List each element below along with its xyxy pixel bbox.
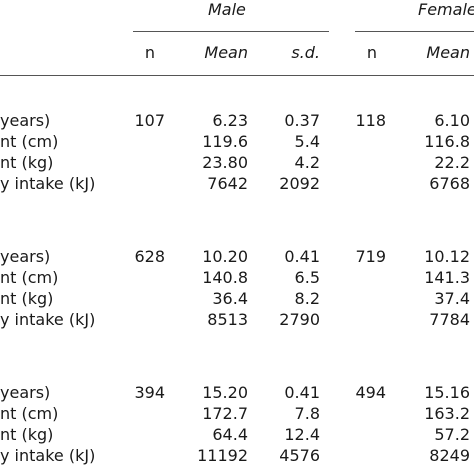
cell-male-sd: 0.41	[284, 247, 320, 266]
cell-female-mean: 37.4	[434, 289, 470, 308]
row-label: nt (cm)	[0, 268, 59, 287]
row-label: years)	[0, 111, 51, 130]
cell-female-mean: 6.10	[434, 111, 470, 130]
cell-female-mean: 7784	[429, 310, 470, 329]
cell-male-mean: 8513	[207, 310, 248, 329]
row-label: nt (kg)	[0, 289, 54, 308]
cell-male-sd: 2790	[279, 310, 320, 329]
cell-female-mean: 116.8	[424, 132, 470, 151]
cell-male-mean: 140.8	[202, 268, 248, 287]
cell-female-mean: 141.3	[424, 268, 470, 287]
male-group-rule	[133, 31, 329, 32]
cell-male-sd: 2092	[279, 174, 320, 193]
group-header-male: Male	[208, 0, 246, 19]
cell-female-mean: 15.16	[424, 383, 470, 402]
col-header-female-n: n	[366, 43, 378, 62]
row-label: y intake (kJ)	[0, 446, 96, 465]
header-bottom-rule	[0, 75, 474, 76]
cell-male-mean: 10.20	[202, 247, 248, 266]
cell-male-mean: 172.7	[202, 404, 248, 423]
col-header-male-sd: s.d.	[291, 43, 320, 62]
cell-male-sd: 5.4	[294, 132, 320, 151]
cell-female-mean: 8249	[429, 446, 470, 465]
cell-female-n: 494	[355, 383, 386, 402]
group-header-female: Female	[418, 0, 474, 19]
row-label: years)	[0, 383, 51, 402]
cell-male-sd: 0.41	[284, 383, 320, 402]
cell-male-sd: 12.4	[284, 425, 320, 444]
cell-male-n: 107	[134, 111, 165, 130]
row-label: nt (kg)	[0, 153, 54, 172]
cell-male-sd: 7.8	[294, 404, 320, 423]
cell-male-mean: 6.23	[212, 111, 248, 130]
row-label: y intake (kJ)	[0, 174, 96, 193]
cell-male-sd: 0.37	[284, 111, 320, 130]
col-header-female-mean: Mean	[426, 43, 470, 62]
cell-male-sd: 6.5	[294, 268, 320, 287]
cell-male-n: 394	[134, 383, 165, 402]
cell-male-mean: 119.6	[202, 132, 248, 151]
row-label: y intake (kJ)	[0, 310, 96, 329]
cell-male-mean: 11192	[197, 446, 248, 465]
cell-female-n: 118	[355, 111, 386, 130]
cell-male-mean: 23.80	[202, 153, 248, 172]
cell-male-mean: 36.4	[212, 289, 248, 308]
cell-female-mean: 6768	[429, 174, 470, 193]
female-group-rule	[355, 31, 474, 32]
row-label: nt (cm)	[0, 404, 59, 423]
cell-female-mean: 163.2	[424, 404, 470, 423]
cell-male-mean: 7642	[207, 174, 248, 193]
cell-male-sd: 8.2	[294, 289, 320, 308]
cell-female-mean: 10.12	[424, 247, 470, 266]
cell-female-mean: 22.2	[434, 153, 470, 172]
cell-male-mean: 15.20	[202, 383, 248, 402]
cell-male-sd: 4.2	[294, 153, 320, 172]
cell-male-n: 628	[134, 247, 165, 266]
col-header-male-mean: Mean	[204, 43, 248, 62]
row-label: nt (cm)	[0, 132, 59, 151]
cell-male-mean: 64.4	[212, 425, 248, 444]
cell-female-mean: 57.2	[434, 425, 470, 444]
row-label: nt (kg)	[0, 425, 54, 444]
cell-female-n: 719	[355, 247, 386, 266]
col-header-male-n: n	[144, 43, 156, 62]
row-label: years)	[0, 247, 51, 266]
cell-male-sd: 4576	[279, 446, 320, 465]
